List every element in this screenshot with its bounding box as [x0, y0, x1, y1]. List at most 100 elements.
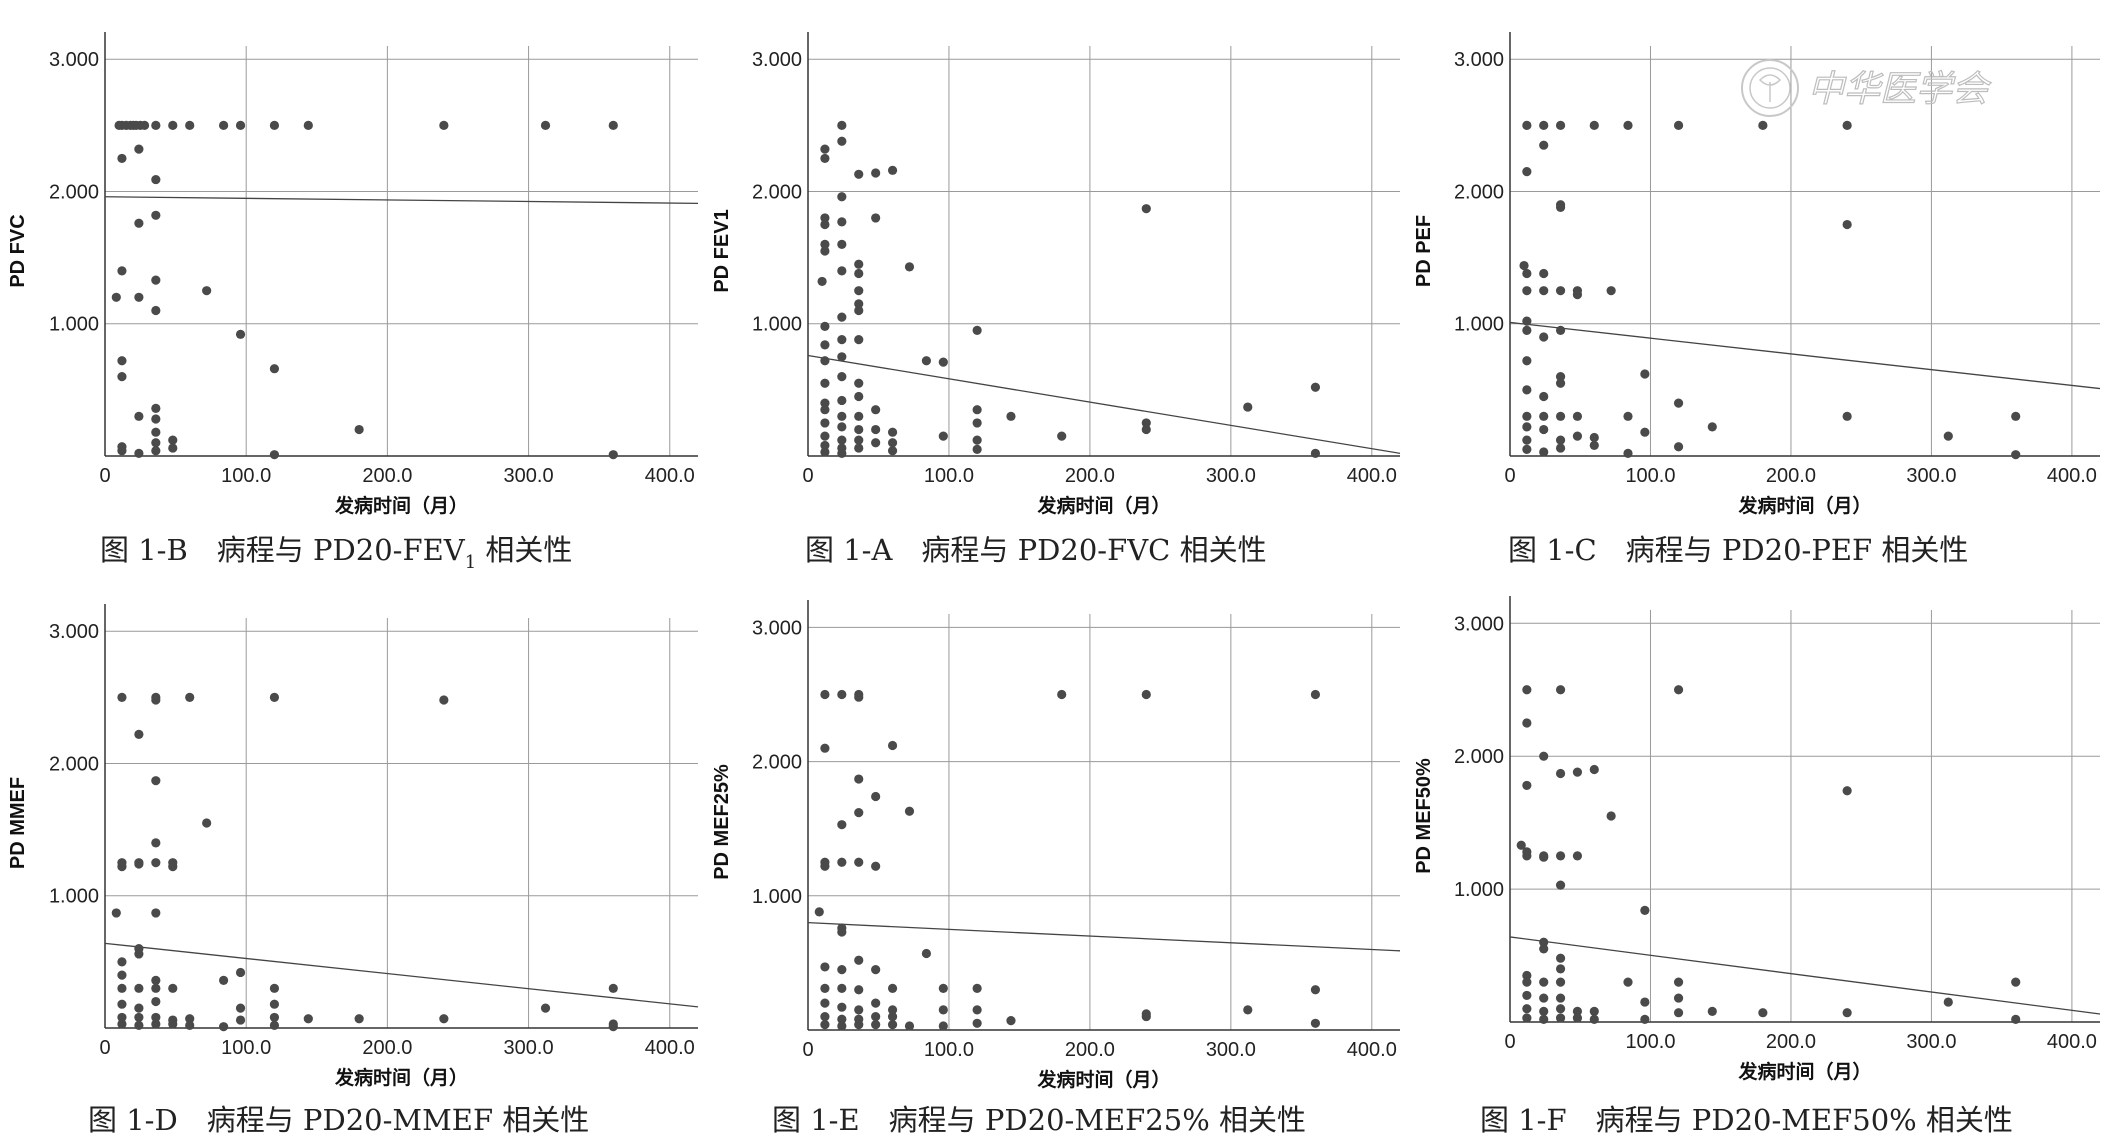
- data-point: [608, 1022, 618, 1032]
- data-point: [1310, 689, 1321, 700]
- data-point: [1623, 977, 1633, 987]
- data-point: [871, 405, 881, 415]
- data-point: [1522, 718, 1532, 728]
- data-point: [303, 120, 313, 130]
- x-tick-label: 200.0: [1766, 465, 1816, 487]
- data-point: [219, 120, 229, 130]
- data-point: [185, 692, 195, 702]
- data-point: [938, 431, 948, 441]
- data-point: [1522, 851, 1532, 861]
- data-point: [134, 1020, 144, 1030]
- data-point: [151, 996, 161, 1007]
- data-point: [820, 418, 830, 428]
- data-point: [1555, 685, 1566, 695]
- x-tick-label: 100.0: [924, 465, 974, 487]
- data-point: [837, 857, 847, 867]
- data-point: [1539, 977, 1549, 987]
- data-point: [269, 364, 280, 374]
- data-point: [134, 859, 144, 869]
- data-point: [871, 998, 881, 1008]
- data-point: [1522, 120, 1532, 130]
- data-point: [1673, 398, 1684, 408]
- data-point: [854, 391, 864, 402]
- y-tick-label: 3.000: [752, 617, 802, 639]
- data-point: [117, 266, 127, 276]
- data-point: [921, 356, 932, 366]
- data-point: [1673, 685, 1684, 695]
- data-point: [151, 403, 161, 413]
- data-point: [820, 962, 830, 972]
- data-point: [2011, 450, 2021, 460]
- data-point: [608, 983, 618, 993]
- data-point: [1555, 120, 1566, 130]
- data-point: [1141, 689, 1151, 700]
- data-point: [871, 1020, 881, 1030]
- data-point: [1589, 440, 1599, 451]
- data-point: [887, 1005, 898, 1015]
- y-axis-title: PD MEF25%: [711, 764, 733, 880]
- data-point: [235, 1015, 246, 1025]
- data-point: [1522, 411, 1532, 421]
- data-point: [854, 286, 864, 296]
- data-point: [608, 450, 618, 460]
- figure-caption: 图 1-F 病程与 PD20-MEF50% 相关性: [1480, 1103, 2013, 1137]
- x-tick-label: 300.0: [504, 465, 554, 487]
- y-axis-title: PD FEV1: [711, 209, 733, 292]
- data-point: [837, 1002, 847, 1012]
- data-point: [1522, 685, 1532, 695]
- data-point: [1243, 402, 1253, 412]
- caption-tail: 相关性: [476, 533, 572, 567]
- y-tick-label: 1.000: [49, 886, 99, 908]
- data-point: [1539, 944, 1549, 954]
- y-axis-title: PD PEF: [1413, 215, 1435, 287]
- data-point: [1555, 993, 1566, 1003]
- data-point: [1141, 204, 1151, 214]
- data-point: [871, 965, 881, 975]
- x-tick-label: 200.0: [1065, 465, 1115, 487]
- data-point: [820, 246, 830, 256]
- x-axis-title: 发病时间（月）: [334, 1066, 468, 1089]
- data-point: [1555, 378, 1566, 388]
- fit-line: [1509, 936, 2101, 1015]
- data-point: [608, 120, 618, 130]
- y-tick-label: 2.000: [49, 181, 99, 203]
- data-point: [820, 861, 830, 871]
- data-point: [2011, 411, 2021, 421]
- data-point: [820, 239, 830, 249]
- data-point: [871, 424, 881, 435]
- data-point: [887, 1020, 898, 1030]
- y-tick-label: 1.000: [49, 314, 99, 336]
- data-point: [235, 1003, 246, 1013]
- data-point: [303, 1014, 313, 1024]
- data-point: [854, 299, 864, 309]
- data-point: [134, 983, 144, 993]
- data-point: [151, 414, 161, 424]
- data-point: [871, 438, 881, 448]
- data-point: [871, 213, 881, 223]
- data-point: [904, 806, 915, 816]
- data-point: [972, 1005, 982, 1015]
- x-axis-title: 发病时间（月）: [334, 494, 468, 517]
- data-point: [269, 692, 280, 702]
- data-point: [1842, 411, 1852, 421]
- data-point: [1673, 993, 1684, 1003]
- data-point: [854, 435, 864, 445]
- data-point: [1555, 851, 1566, 861]
- data-point: [1758, 120, 1768, 130]
- data-point: [1640, 369, 1650, 379]
- data-point: [134, 944, 144, 954]
- data-point: [1623, 448, 1633, 458]
- data-point: [1606, 811, 1616, 821]
- x-tick-label: 100.0: [924, 1039, 974, 1061]
- data-point: [854, 169, 864, 179]
- data-point: [269, 1020, 280, 1030]
- y-tick-label: 3.000: [752, 49, 802, 71]
- y-tick-label: 3.000: [1454, 49, 1504, 71]
- data-point: [837, 983, 847, 994]
- data-point: [1522, 444, 1532, 454]
- data-point: [1555, 1004, 1566, 1014]
- data-point: [168, 862, 178, 872]
- data-point: [117, 153, 127, 164]
- data-point: [820, 321, 830, 331]
- x-tick-label: 300.0: [1906, 1031, 1956, 1053]
